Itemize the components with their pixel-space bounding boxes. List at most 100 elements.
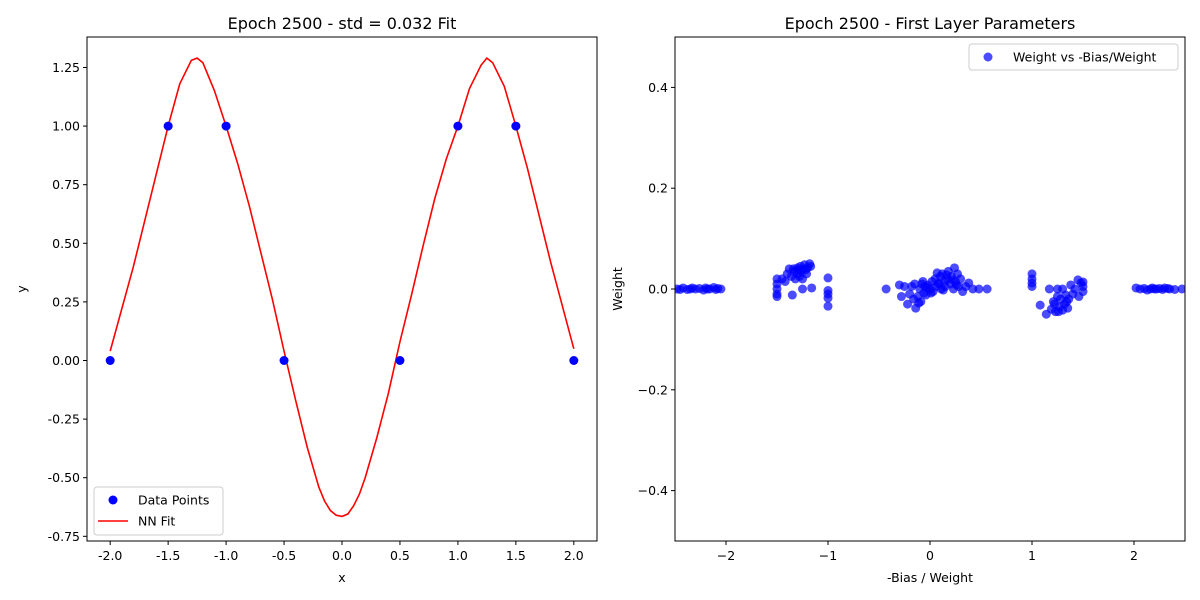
weight-point (934, 278, 944, 288)
fit-chart-x-axis-label: x (338, 570, 345, 585)
weight-point (787, 290, 797, 300)
weight-point (982, 284, 992, 294)
x-tick-label: -2.0 (98, 548, 122, 563)
y-tick-label: 0.0 (648, 282, 668, 297)
legend-data-points-marker (108, 495, 118, 505)
data-point (163, 121, 173, 131)
y-tick-label: 0.50 (52, 236, 80, 251)
weight-point (716, 284, 726, 294)
weight-point (1054, 307, 1064, 317)
nn-fit-line (109, 56, 575, 518)
y-tick-label: −0.2 (638, 382, 668, 397)
fit-chart-legend: Data Points NN Fit (93, 486, 224, 536)
x-tick-label: 0.0 (332, 548, 352, 563)
weight-point (938, 285, 948, 295)
weight-point (1163, 283, 1173, 293)
legend-weight-label: Weight vs -Bias/Weight (1013, 50, 1157, 65)
fit-chart-y-axis-label: y (14, 285, 29, 293)
x-tick-label: -0.5 (272, 548, 296, 563)
weight-points-group (675, 259, 1185, 319)
weight-point (1049, 299, 1059, 309)
legend-nn-fit-label: NN Fit (138, 514, 175, 529)
weight-point (823, 273, 833, 283)
weight-point (806, 261, 816, 271)
x-tick-label: 1.5 (506, 548, 526, 563)
data-point (395, 355, 405, 365)
weight-point (1177, 284, 1185, 294)
weight-point (941, 270, 951, 280)
weight-point (703, 284, 713, 294)
parameters-chart-y-ticks: −0.4 −0.2 0.0 0.2 0.4 (638, 80, 675, 498)
x-tick-label: 1 (1028, 548, 1036, 563)
fit-chart-x-ticks: -2.0 -1.5 -1.0 -0.5 0.0 0.5 1.0 1.5 2.0 (98, 541, 584, 563)
fit-chart: Epoch 2500 - std = 0.032 Fit x y -2.0 -1.… (14, 14, 598, 585)
weight-point (798, 284, 807, 294)
y-tick-label: 0.75 (52, 177, 80, 192)
weight-point (952, 280, 962, 290)
fit-chart-plot-area (105, 56, 579, 518)
weight-point (1149, 284, 1159, 294)
weight-point (914, 298, 924, 308)
weight-point (1170, 285, 1180, 295)
weight-point (799, 264, 809, 274)
x-tick-label: −1 (819, 548, 837, 563)
weight-point (823, 301, 833, 311)
weight-point (896, 292, 906, 302)
y-tick-label: 0.25 (52, 294, 80, 309)
weight-point (1044, 284, 1054, 294)
x-tick-label: -1.5 (156, 548, 180, 563)
weight-point (1070, 284, 1080, 294)
weight-point (807, 283, 817, 293)
weight-point (1062, 297, 1072, 307)
parameters-chart-x-axis-label: -Bias / Weight (887, 570, 973, 585)
parameters-chart-title: Epoch 2500 - First Layer Parameters (785, 14, 1076, 33)
weight-point (823, 293, 833, 303)
legend-data-points-label: Data Points (138, 493, 209, 508)
data-point (569, 355, 579, 365)
x-tick-label: 0 (926, 548, 934, 563)
y-tick-label: 1.00 (52, 119, 80, 134)
parameters-chart-y-axis-label: Weight (610, 267, 625, 311)
weight-point (780, 276, 790, 286)
x-tick-label: 1.0 (448, 548, 468, 563)
y-tick-label: 0.4 (648, 80, 668, 95)
data-point (511, 121, 521, 131)
weight-point (1078, 287, 1088, 297)
weight-point (922, 282, 932, 292)
x-tick-label: 2.0 (564, 548, 584, 563)
y-tick-label: -0.50 (48, 470, 80, 485)
y-tick-label: 0.00 (52, 353, 80, 368)
y-tick-label: 1.25 (52, 60, 80, 75)
weight-point (900, 281, 909, 291)
data-point (221, 121, 231, 131)
parameters-chart-legend-box (968, 43, 1179, 71)
weight-point (974, 284, 984, 294)
data-point (279, 355, 289, 365)
weight-point (685, 284, 695, 294)
y-tick-label: 0.2 (648, 181, 668, 196)
weight-point (881, 284, 891, 294)
weight-point (1078, 277, 1088, 287)
weight-point (1035, 300, 1045, 310)
data-point (105, 355, 115, 365)
parameters-chart: Epoch 2500 - First Layer Parameters -Bia… (610, 14, 1186, 585)
parameters-chart-legend: Weight vs -Bias/Weight (968, 43, 1179, 71)
x-tick-label: 0.5 (390, 548, 410, 563)
fit-chart-y-ticks: -0.75 -0.50 -0.25 0.00 0.25 0.50 0.75 1.00 1.25 (48, 60, 87, 544)
y-tick-label: -0.75 (48, 529, 80, 544)
fit-chart-title: Epoch 2500 - std = 0.032 Fit (228, 14, 457, 33)
weight-point (772, 292, 782, 302)
x-tick-label: -1.0 (214, 548, 238, 563)
data-point (453, 121, 463, 131)
y-tick-label: −0.4 (638, 483, 668, 498)
parameters-chart-x-ticks: −2 −1 0 1 2 (717, 541, 1138, 563)
legend-weight-marker (983, 52, 993, 62)
weight-point (1027, 281, 1037, 291)
x-tick-label: 2 (1130, 548, 1138, 563)
weight-point (903, 299, 913, 309)
y-tick-label: -0.25 (48, 412, 80, 427)
parameters-chart-plot-area (675, 259, 1185, 319)
weight-point (910, 279, 920, 289)
weight-point (675, 285, 685, 295)
